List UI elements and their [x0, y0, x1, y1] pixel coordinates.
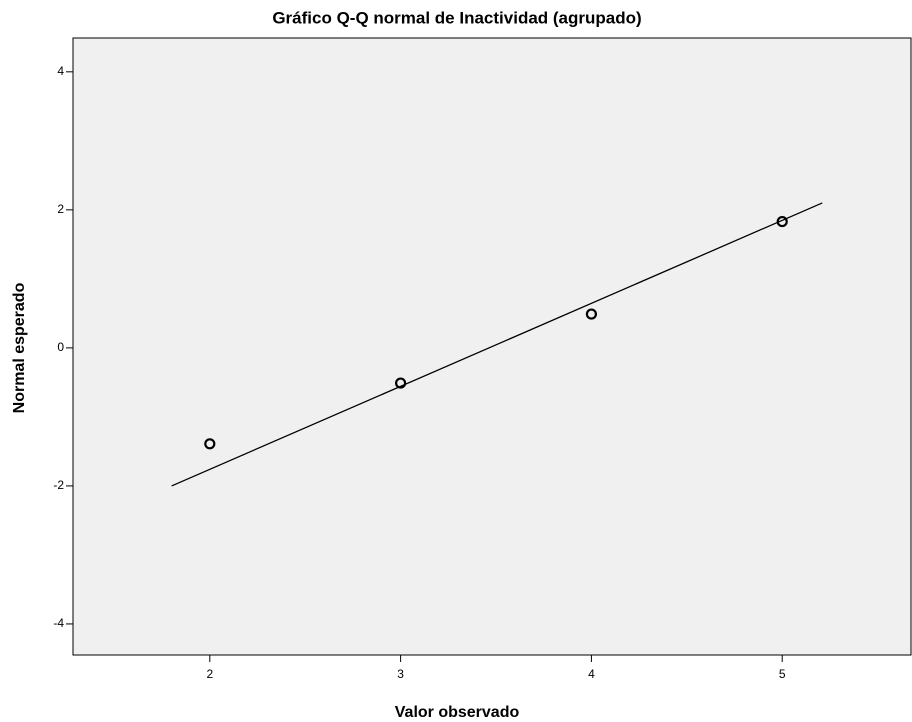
y-axis-label: Normal esperado: [11, 282, 28, 413]
reference-line: [171, 202, 823, 487]
point: [204, 438, 216, 450]
point: [395, 377, 407, 389]
x-tick-label: 5: [779, 667, 786, 681]
point: [776, 215, 788, 228]
x-axis-label: Valor observado: [395, 704, 520, 721]
x-tick-label: 4: [588, 667, 595, 681]
y-tick-label: -4: [53, 616, 64, 630]
point: [585, 308, 598, 320]
y-tick-label: 0: [57, 340, 64, 354]
x-tick-label: 3: [397, 667, 404, 681]
y-tick-label: 4: [57, 64, 64, 78]
y-tick-label: 2: [57, 202, 64, 216]
y-tick-label: -2: [53, 478, 64, 492]
x-tick-label: 2: [206, 667, 213, 681]
chart-title: Gráfico Q-Q normal de Inactividad (agrup…: [272, 8, 641, 27]
